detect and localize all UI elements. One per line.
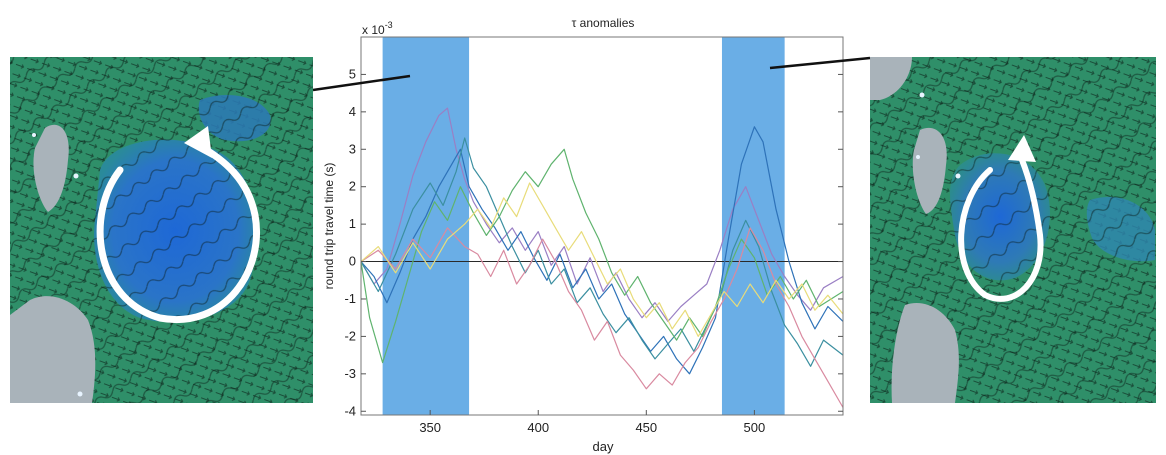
y-scale-label: x 10-3 xyxy=(362,20,393,37)
right-map-land-north xyxy=(870,57,912,100)
left-map-rotation-arrow xyxy=(96,141,260,323)
plot-frame xyxy=(360,36,844,416)
y-tick-label: 5 xyxy=(349,66,356,81)
left-map-dot xyxy=(32,133,36,137)
left-map-dot xyxy=(77,391,83,397)
right-connector-line xyxy=(769,56,871,70)
y-axis-label: round trip travel time (s) xyxy=(322,163,336,290)
y-scale-exponent: -3 xyxy=(385,20,393,30)
y-tick-label: -4 xyxy=(344,403,356,418)
y-tick-label: -3 xyxy=(344,366,356,381)
right-map-dot xyxy=(955,173,961,179)
series-line-6 xyxy=(360,182,844,337)
right-map-panel xyxy=(870,57,1156,403)
left-map-island-luzon xyxy=(10,296,96,403)
y-tick-label: 4 xyxy=(349,104,356,119)
series-line-1 xyxy=(360,107,844,322)
left-map-rotation-arrowhead xyxy=(184,126,212,158)
right-map-dot xyxy=(919,92,925,98)
series-line-4 xyxy=(360,148,844,364)
series-lines xyxy=(360,107,844,408)
y-tick-label: 3 xyxy=(349,141,356,156)
y-tick-label: 2 xyxy=(349,179,356,194)
series-line-5 xyxy=(360,227,844,408)
right-map-rotation-arrow xyxy=(958,157,1044,302)
highlight-band xyxy=(382,37,470,415)
x-tick-label: 500 xyxy=(744,420,766,435)
right-map-rotation-arrowhead xyxy=(1008,135,1036,162)
y-scale-base: x 10 xyxy=(362,23,385,37)
series-line-3 xyxy=(360,137,844,367)
x-tick-label: 350 xyxy=(419,420,441,435)
left-connector-line xyxy=(312,74,411,92)
highlight-bands xyxy=(382,37,785,415)
y-tick-label: 0 xyxy=(349,254,356,269)
y-tick-label: -2 xyxy=(344,328,356,343)
chart-title: τ anomalies xyxy=(572,16,635,30)
left-map-island-taiwan xyxy=(33,124,69,212)
y-tick-label: -1 xyxy=(344,291,356,306)
y-tick-label: 1 xyxy=(349,216,356,231)
y-axis-ticks: 5 4 3 2 1 0 -1 -2 -3 -4 xyxy=(344,66,843,418)
series-line-2 xyxy=(360,126,844,375)
x-tick-label: 400 xyxy=(527,420,549,435)
left-map-dot xyxy=(73,173,79,179)
right-map-island-luzon xyxy=(891,302,959,403)
left-map-panel xyxy=(10,57,313,403)
right-map-island-taiwan xyxy=(912,127,947,214)
x-tick-label: 450 xyxy=(635,420,657,435)
right-map-dot xyxy=(916,155,920,159)
highlight-band xyxy=(721,37,785,415)
x-axis-ticks: 350 400 450 500 xyxy=(419,410,765,435)
x-axis-label: day xyxy=(593,439,614,454)
